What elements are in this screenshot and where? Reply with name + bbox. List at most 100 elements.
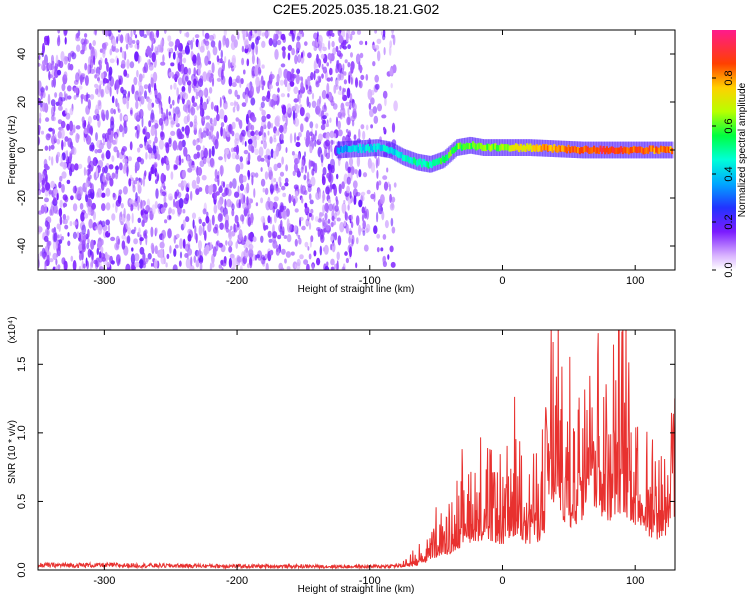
heatmap-cell xyxy=(296,35,301,42)
ridge-cell xyxy=(405,155,408,162)
heatmap-cell xyxy=(177,52,183,59)
heatmap-cell xyxy=(273,163,278,172)
heatmap-cell xyxy=(296,68,301,75)
ridge-cell xyxy=(507,144,510,151)
heatmap-cell xyxy=(286,218,290,229)
heatmap-cell xyxy=(348,130,352,137)
heatmap-cell xyxy=(212,46,218,56)
heatmap-cell xyxy=(102,47,106,59)
heatmap-cell xyxy=(131,247,134,252)
heatmap-cell xyxy=(236,103,240,112)
heatmap-cell xyxy=(324,147,328,158)
heatmap-cell xyxy=(130,30,133,38)
heatmap-cell xyxy=(52,252,58,261)
heatmap-cell xyxy=(198,240,202,250)
heatmap-cell xyxy=(244,39,249,50)
heatmap-cell xyxy=(330,165,335,174)
heatmap-cell xyxy=(56,151,61,158)
heatmap-cell xyxy=(282,210,288,220)
heatmap-cell xyxy=(252,236,257,243)
heatmap-cell xyxy=(389,193,392,203)
heatmap-cell xyxy=(72,185,77,194)
heatmap-cell xyxy=(382,33,386,41)
heatmap-cell xyxy=(222,35,227,46)
heatmap-cell xyxy=(347,61,351,68)
ridge-cell xyxy=(647,147,650,154)
heatmap-cell xyxy=(124,115,129,121)
heatmap-cell xyxy=(134,126,138,130)
heatmap-cell xyxy=(216,229,219,236)
heatmap-cell xyxy=(106,254,111,260)
heatmap-cell xyxy=(170,117,174,128)
ridge-cell xyxy=(671,147,674,155)
heatmap-cell xyxy=(313,45,318,52)
ridge-cell xyxy=(658,147,661,154)
heatmap-cell xyxy=(337,90,343,96)
heatmap-cell xyxy=(132,184,136,193)
ridge-cell xyxy=(373,143,376,150)
heatmap-cell xyxy=(239,119,243,129)
heatmap-cell xyxy=(391,226,396,234)
heatmap-cell xyxy=(137,217,142,223)
heatmap-cell xyxy=(57,119,63,125)
heatmap-cell xyxy=(389,68,394,76)
heatmap-cell xyxy=(391,34,395,39)
heatmap-cell xyxy=(63,30,68,37)
heatmap-cell xyxy=(119,34,124,44)
ridge-cell xyxy=(446,154,449,161)
heatmap-cell xyxy=(330,266,335,270)
heatmap-cell xyxy=(154,245,158,255)
heatmap-cell xyxy=(171,208,175,215)
heatmap-cell xyxy=(322,228,326,236)
heatmap-cell xyxy=(336,260,339,270)
heatmap-cell xyxy=(362,172,368,178)
heatmap-cell xyxy=(268,38,273,46)
heatmap-cell xyxy=(72,124,76,133)
heatmap-cell xyxy=(266,114,271,119)
heatmap-cell xyxy=(269,249,274,256)
heatmap-cell xyxy=(126,59,130,69)
ridge-cell xyxy=(433,159,436,166)
heatmap-cell xyxy=(55,258,58,266)
heatmap-cell xyxy=(164,219,168,224)
heatmap-cell xyxy=(102,133,106,139)
heatmap-cell xyxy=(156,171,159,176)
heatmap-cell xyxy=(220,122,225,128)
ridge-cell xyxy=(413,157,416,164)
heatmap-cell xyxy=(89,126,94,135)
heatmap-cell xyxy=(192,219,195,229)
snr-ticks: -300 -200 -100 0 100 0.0 0.5 1.0 1.5 xyxy=(16,330,675,587)
heatmap-cell xyxy=(168,96,171,105)
heatmap-cell xyxy=(122,158,128,164)
heatmap-cell xyxy=(184,32,187,37)
heatmap-cell xyxy=(193,78,197,86)
ridge-cell xyxy=(522,144,526,151)
ridge-cell xyxy=(669,146,672,153)
heatmap-cell xyxy=(234,214,239,224)
heatmap-cell xyxy=(118,258,121,265)
heatmap-cell xyxy=(63,71,68,79)
heatmap-cell xyxy=(267,166,273,172)
heatmap-cell xyxy=(52,76,57,88)
heatmap-cell xyxy=(365,40,368,46)
heatmap-cell xyxy=(111,155,115,163)
heatmap-cell xyxy=(378,180,382,186)
heatmap-cell xyxy=(324,265,330,270)
ridge-cell xyxy=(556,146,559,153)
heatmap-cell xyxy=(380,194,385,205)
heatmap-cell xyxy=(52,240,57,251)
ridge-cell xyxy=(429,160,432,167)
heatmap-cell xyxy=(297,74,300,83)
heatmap-cell xyxy=(186,80,192,86)
heatmap-cell xyxy=(211,145,215,157)
heatmap-cell xyxy=(375,44,380,51)
heatmap-cell xyxy=(151,43,154,52)
heatmap-cell xyxy=(322,167,327,176)
heatmap-cell xyxy=(51,156,54,166)
heatmap-cell xyxy=(324,212,328,221)
heatmap-cell xyxy=(190,105,194,114)
heatmap-cell xyxy=(350,221,354,229)
heatmap-cell xyxy=(163,30,167,34)
heatmap-cell xyxy=(182,169,186,179)
heatmap-cell xyxy=(38,225,42,235)
